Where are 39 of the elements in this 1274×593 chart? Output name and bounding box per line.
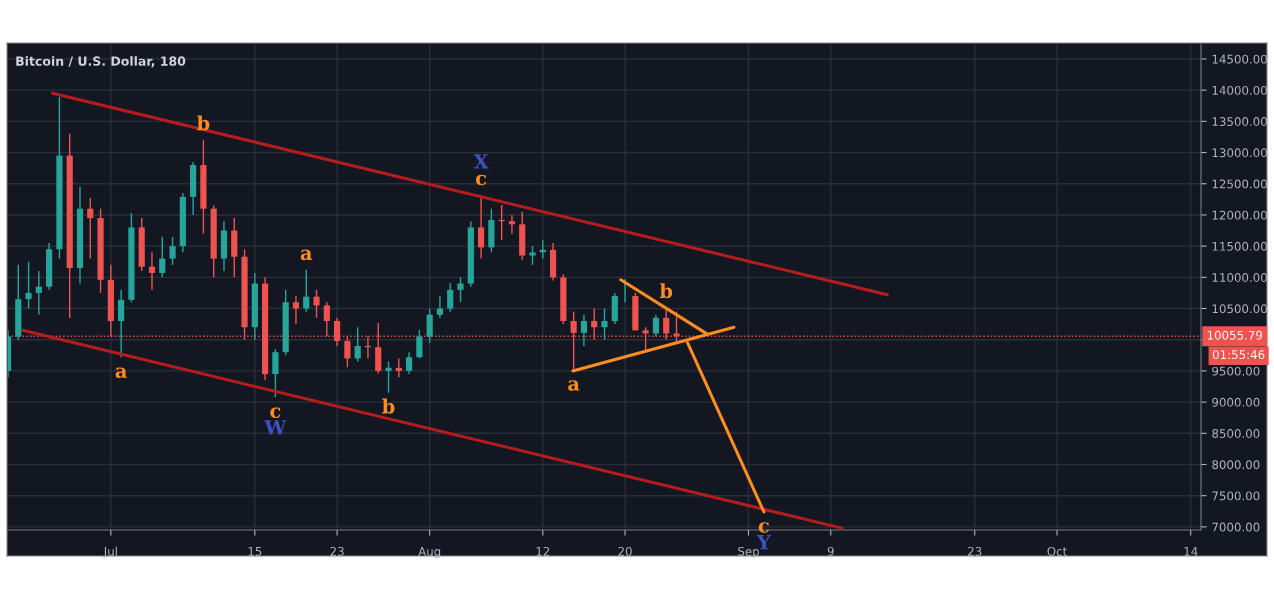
y-tick-label: 10500.00 bbox=[1212, 304, 1267, 314]
annotation: c bbox=[758, 522, 769, 533]
y-tick-label: 8500.00 bbox=[1212, 429, 1260, 438]
y-tick-label: 14500.00 bbox=[1212, 54, 1267, 64]
y-tick-label: 12000.00 bbox=[1212, 210, 1267, 220]
annotation: a bbox=[115, 367, 127, 379]
x-tick-label: Oct bbox=[1047, 546, 1067, 556]
y-tick-label: 9000.00 bbox=[1212, 397, 1260, 407]
annotation: b bbox=[659, 283, 673, 299]
x-tick-label: 23 bbox=[968, 546, 982, 556]
y-tick-label: 11500.00 bbox=[1212, 241, 1267, 251]
x-tick-label: Jul bbox=[103, 546, 117, 558]
y-tick-label: 7500.00 bbox=[1212, 491, 1260, 501]
annotation: a bbox=[300, 249, 313, 261]
annotation: a bbox=[568, 380, 580, 391]
x-tick-label: Aug bbox=[418, 547, 441, 559]
x-tick-label: 9 bbox=[827, 546, 834, 556]
x-tick-label: 14 bbox=[1184, 547, 1198, 556]
x-tick-label: 23 bbox=[330, 546, 344, 556]
ref-line-label: 10055.79 bbox=[1207, 330, 1263, 340]
text: 01:55:46 bbox=[1212, 350, 1265, 360]
x-tick-label: 12 bbox=[536, 546, 550, 556]
y-tick-label: 11000.00 bbox=[1212, 273, 1267, 282]
y-tick-label: 14000.00 bbox=[1212, 85, 1267, 95]
y-tick-label: 7000.00 bbox=[1212, 522, 1260, 532]
annotation: b bbox=[382, 398, 395, 414]
annotation: X bbox=[473, 154, 489, 169]
text: Bitcoin / U.S. Dollar, 180 bbox=[16, 56, 186, 68]
y-tick-label: 8000.00 bbox=[1212, 460, 1260, 470]
annotation: c bbox=[270, 407, 281, 419]
x-tick-label: 20 bbox=[618, 546, 632, 556]
y-tick-label: 13000.00 bbox=[1212, 148, 1267, 158]
y-tick-label: 13500.00 bbox=[1212, 117, 1267, 127]
y-tick-label: 9500.00 bbox=[1212, 366, 1260, 376]
y-tick-label: 12500.00 bbox=[1212, 179, 1267, 189]
annotation: W bbox=[264, 420, 287, 435]
x-tick-label: 15 bbox=[248, 547, 262, 556]
annotation: b bbox=[197, 115, 210, 131]
annotation: c bbox=[475, 174, 487, 186]
